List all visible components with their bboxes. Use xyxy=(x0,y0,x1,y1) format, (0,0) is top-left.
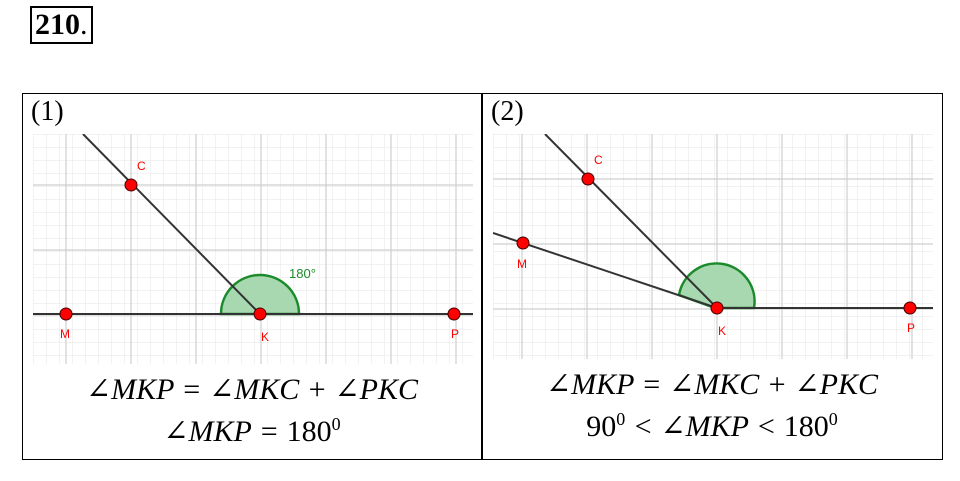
panel-divider xyxy=(481,94,483,459)
panel1-label-c: C xyxy=(137,159,146,173)
panel1-formula-line2-prefix: ∠MKP = xyxy=(163,415,287,448)
panel1-ray-kc xyxy=(82,134,261,315)
problem-number-dot: . xyxy=(80,8,88,41)
panel1-label-m: M xyxy=(60,327,70,341)
panel1-point-k xyxy=(253,307,267,321)
panel2-formula-line2-b: 180 xyxy=(783,410,829,443)
panel2-point-k xyxy=(710,301,724,315)
panel2-point-m xyxy=(516,236,530,250)
panel1-formula-line1: ∠MKP = ∠MKC + ∠PKC xyxy=(85,373,419,406)
panel2-ray-km xyxy=(493,232,718,309)
panel2-label-k: K xyxy=(718,324,726,338)
panel2-point-c xyxy=(581,172,595,186)
panel2-diagram: C M K P xyxy=(493,134,933,359)
panel1-diagram: 180° C M K P xyxy=(33,134,473,364)
panel2-label-c: C xyxy=(594,153,603,167)
panel1-point-m xyxy=(59,307,73,321)
panel2-formula-line2-a: 90 xyxy=(586,410,617,443)
panel1-grid-minor xyxy=(33,134,473,364)
panel2-label-m: M xyxy=(517,257,527,271)
panel2-formula-line1: ∠MKP = ∠MKC + ∠PKC xyxy=(545,368,879,401)
panel1-formula-line2-sup: 0 xyxy=(331,414,341,434)
panel2-ray-kc xyxy=(544,134,718,309)
panel2-grid-minor xyxy=(493,134,933,359)
panel2-formula-line2: 900 < ∠MKP < 1800 xyxy=(483,409,941,444)
panel2-formula-line2-b-sup: 0 xyxy=(828,409,838,429)
panel1-label-p: P xyxy=(451,327,459,341)
panel2-formula-line2-a-sup: 0 xyxy=(616,409,626,429)
panels-frame: (1) 180° C M K P ∠MKP = ∠MKC + ∠PKC ∠M xyxy=(22,93,943,460)
panel2-angle-arc xyxy=(677,262,756,310)
problem-number-value: 210 xyxy=(35,8,80,41)
panel1-point-p xyxy=(447,307,461,321)
panel2-formula-line2-mid: < ∠MKP < xyxy=(625,410,784,443)
panel1-point-c xyxy=(124,178,138,192)
panel1-angle-arc xyxy=(219,273,301,316)
panel1-label: (1) xyxy=(31,96,64,127)
panel1-formula-line2-value: 180 xyxy=(286,415,332,448)
problem-number: 210. xyxy=(30,6,93,44)
panel1-label-k: K xyxy=(261,330,269,344)
panel2-point-p xyxy=(903,301,917,315)
panel1-formula-line2: ∠MKP = 1800 xyxy=(23,414,481,449)
panel2-label-p: P xyxy=(907,321,915,335)
panel1-angle-label: 180° xyxy=(289,266,316,281)
panel2-label: (2) xyxy=(491,96,524,127)
